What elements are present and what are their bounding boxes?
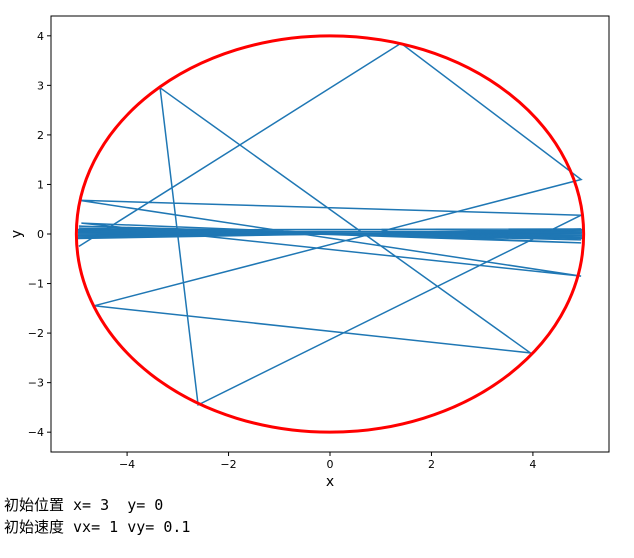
x-axis-label: x <box>326 474 334 490</box>
y-tick-label: 4 <box>37 30 44 43</box>
initial-velocity-caption: 初始速度 vx= 1 vy= 0.1 <box>4 518 191 536</box>
y-tick-label: 0 <box>37 228 44 241</box>
y-tick-label: 1 <box>37 178 44 191</box>
x-tick-label: 0 <box>327 458 334 471</box>
y-tick-label: 2 <box>37 129 44 142</box>
x-axis-ticks: −4 −2 0 2 4 <box>119 452 536 471</box>
trajectory-band-line <box>77 228 583 240</box>
x-tick-label: −2 <box>220 458 236 471</box>
trajectory-line <box>78 42 583 407</box>
y-axis-label: y <box>9 230 25 238</box>
x-tick-label: 4 <box>529 458 536 471</box>
y-tick-label: −1 <box>28 278 44 291</box>
y-tick-label: −2 <box>28 327 44 340</box>
x-tick-label: −4 <box>119 458 135 471</box>
trajectory-layer <box>77 42 583 407</box>
ellipse-boundary <box>74 34 586 434</box>
y-tick-label: −3 <box>28 377 44 390</box>
y-axis-ticks: −4 −3 −2 −1 0 1 2 3 4 <box>28 30 51 439</box>
y-tick-label: −4 <box>28 426 44 439</box>
y-tick-label: 3 <box>37 79 44 92</box>
chart-figure: −4 −2 0 2 4 −4 −3 −2 −1 0 1 2 3 4 x y <box>9 15 610 490</box>
x-tick-label: 2 <box>428 458 435 471</box>
initial-position-caption: 初始位置 x= 3 y= 0 <box>4 496 164 514</box>
